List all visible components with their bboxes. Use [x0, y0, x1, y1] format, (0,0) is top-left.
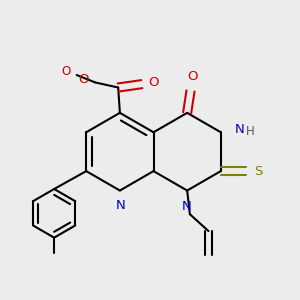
Text: O: O	[187, 70, 197, 83]
Text: N: N	[116, 199, 125, 212]
Text: O: O	[61, 65, 70, 78]
Text: S: S	[255, 165, 263, 178]
Text: H: H	[246, 125, 255, 138]
Text: N: N	[181, 200, 191, 213]
Text: O: O	[79, 73, 89, 86]
Text: O: O	[148, 76, 158, 89]
Text: N: N	[235, 123, 245, 136]
